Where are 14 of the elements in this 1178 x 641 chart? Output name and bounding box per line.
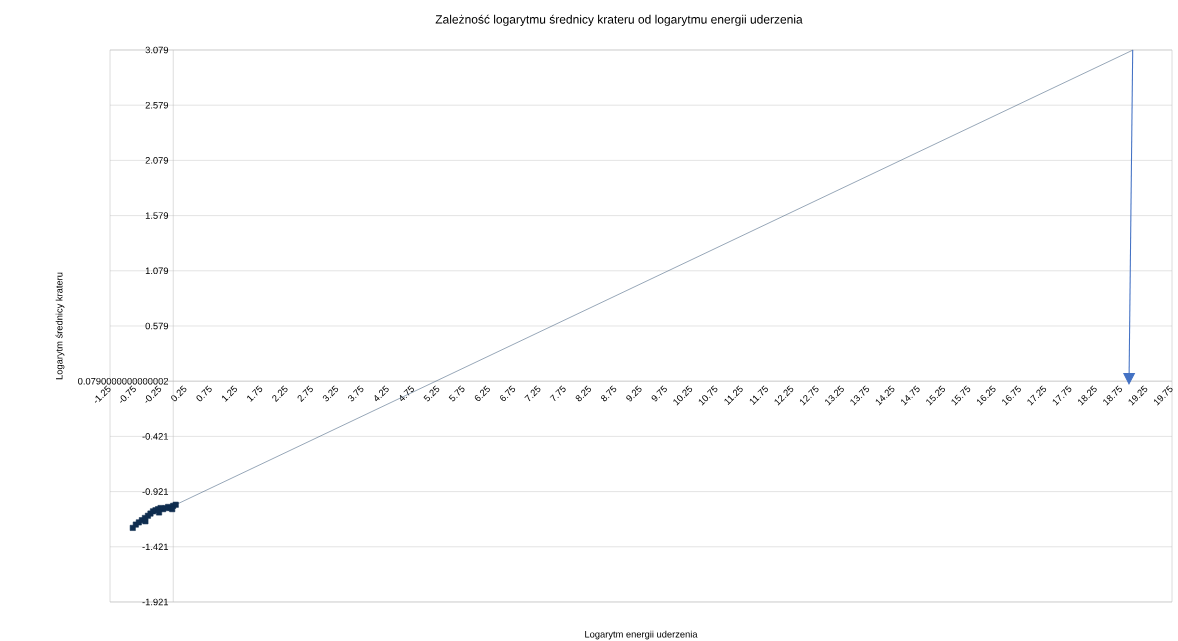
y-tick-label: 2.579 <box>145 101 169 109</box>
y-tick-label: 1.079 <box>145 267 169 275</box>
y-tick-label: 2.079 <box>145 157 169 164</box>
y-tick-label: -1.921 <box>142 598 169 606</box>
y-axis-title: Logarytm średnicy krateru <box>55 272 65 380</box>
y-tick-label: 0.0790000000000002 <box>78 377 169 385</box>
y-tick-label: -0.421 <box>142 433 169 440</box>
y-tick-label: -1.421 <box>142 543 169 551</box>
chart-title: Zależność logarytmu średnicy krateru od logarytmu energii uderzenia <box>435 14 803 27</box>
y-tick-label: 1.579 <box>145 212 169 219</box>
x-axis-title: Logarytm energii uderzenia <box>585 630 698 640</box>
y-tick-label: -0.921 <box>142 488 169 495</box>
y-tick-label: 0.579 <box>145 322 169 330</box>
y-tick-label: 3.079 <box>145 46 169 54</box>
